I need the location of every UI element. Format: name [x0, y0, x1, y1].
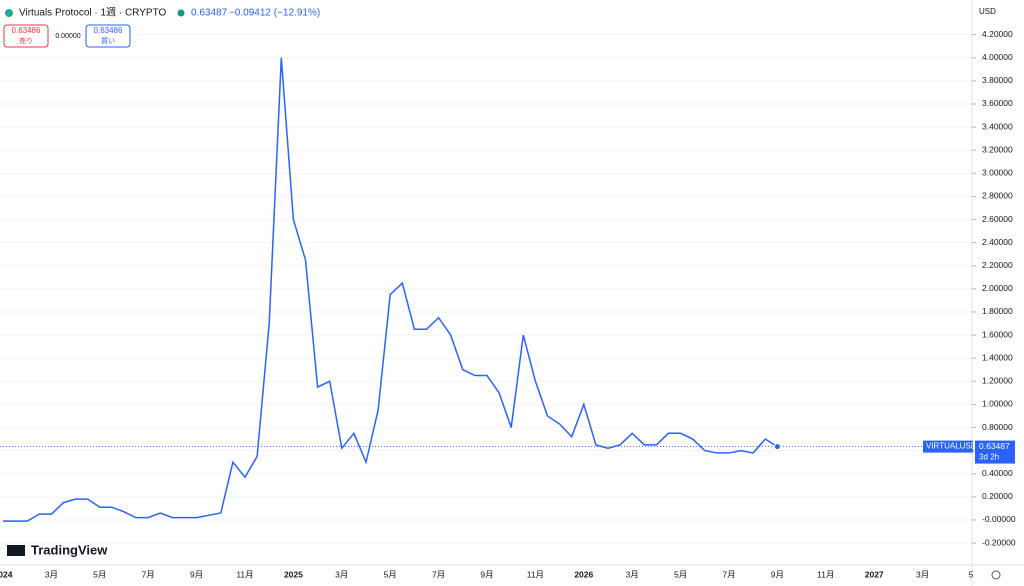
symbol-title: Virtuals Protocol · 1週 · CRYPTO: [19, 7, 166, 19]
x-tick-label: 5月: [93, 569, 106, 579]
change: −0.09412 (−12.91%): [229, 8, 320, 19]
buy-label: 買い: [101, 37, 115, 45]
x-tick-label: 3月: [45, 569, 58, 579]
y-tick-label: 2.60000: [982, 214, 1013, 224]
x-tick-label: 2026: [574, 569, 593, 579]
y-tick-label: 3.20000: [982, 144, 1013, 154]
status-dot: [177, 9, 185, 17]
countdown: 3d 2h: [979, 453, 999, 462]
symbol-label: VIRTUALUSD: [926, 442, 977, 451]
y-tick-label: -0.20000: [982, 537, 1016, 547]
spread: 0.00000: [55, 33, 80, 40]
x-tick-label: 7月: [142, 569, 155, 579]
x-tick-label: 9月: [190, 569, 203, 579]
x-tick-label: 7月: [432, 569, 445, 579]
x-tick-label: 2024: [0, 569, 13, 579]
y-tick-label: 2.00000: [982, 283, 1013, 293]
x-tick-label: 3月: [626, 569, 639, 579]
y-tick-label: 1.00000: [982, 399, 1013, 409]
brand: TradingView: [31, 542, 108, 557]
y-tick-label: 0.80000: [982, 422, 1013, 432]
x-tick-label: 5: [969, 569, 974, 579]
buy-price: 0.63486: [94, 26, 123, 35]
x-tick-label: 11月: [817, 569, 834, 579]
price-line: [3, 57, 778, 522]
y-tick-label: 2.40000: [982, 237, 1013, 247]
y-tick-label: 3.00000: [982, 168, 1013, 178]
last-point: [773, 443, 781, 451]
x-tick-label: 3月: [916, 569, 929, 579]
brand-logo: [7, 545, 25, 556]
y-tick-label: 3.80000: [982, 75, 1013, 85]
x-tick-label: 11月: [527, 569, 544, 579]
settings-icon[interactable]: [991, 570, 1001, 580]
price-label-bg: [975, 440, 1015, 464]
sell-price: 0.63486: [12, 26, 41, 35]
x-tick-label: 11月: [236, 569, 253, 579]
currency[interactable]: USD: [979, 7, 996, 16]
buy-button[interactable]: [85, 24, 131, 48]
y-tick-label: 1.60000: [982, 329, 1013, 339]
x-tick-label: 5月: [674, 569, 687, 579]
y-tick-label: 2.20000: [982, 260, 1013, 270]
x-tick-label: 9月: [480, 569, 493, 579]
y-tick-label: 4.20000: [982, 29, 1013, 39]
price: 0.63487: [191, 8, 228, 19]
y-tick-label: 0.20000: [982, 491, 1013, 501]
sell-label: 売り: [19, 36, 33, 45]
price-label: 0.63487: [979, 441, 1010, 451]
x-tick-label: 2025: [284, 569, 303, 579]
x-tick-label: 7月: [722, 569, 735, 579]
x-tick-label: 5月: [384, 569, 397, 579]
y-tick-label: 1.40000: [982, 352, 1013, 362]
y-tick-label: 2.80000: [982, 191, 1013, 201]
x-tick-label: 9月: [771, 569, 784, 579]
y-tick-label: -0.00000: [982, 514, 1016, 524]
y-tick-label: 3.60000: [982, 98, 1013, 108]
symbol-icon: [5, 9, 13, 17]
x-tick-label: 3月: [335, 569, 348, 579]
grid: [0, 34, 972, 544]
y-tick-label: 0.40000: [982, 468, 1013, 478]
x-tick-label: 2027: [865, 569, 884, 579]
sell-button[interactable]: [3, 24, 49, 48]
plot: [0, 57, 972, 522]
y-tick-label: 1.20000: [982, 376, 1013, 386]
y-tick-label: 3.40000: [982, 121, 1013, 131]
y-tick-label: 1.80000: [982, 306, 1013, 316]
y-tick-label: 4.00000: [982, 52, 1013, 62]
symbol-label-bg: [923, 440, 973, 453]
